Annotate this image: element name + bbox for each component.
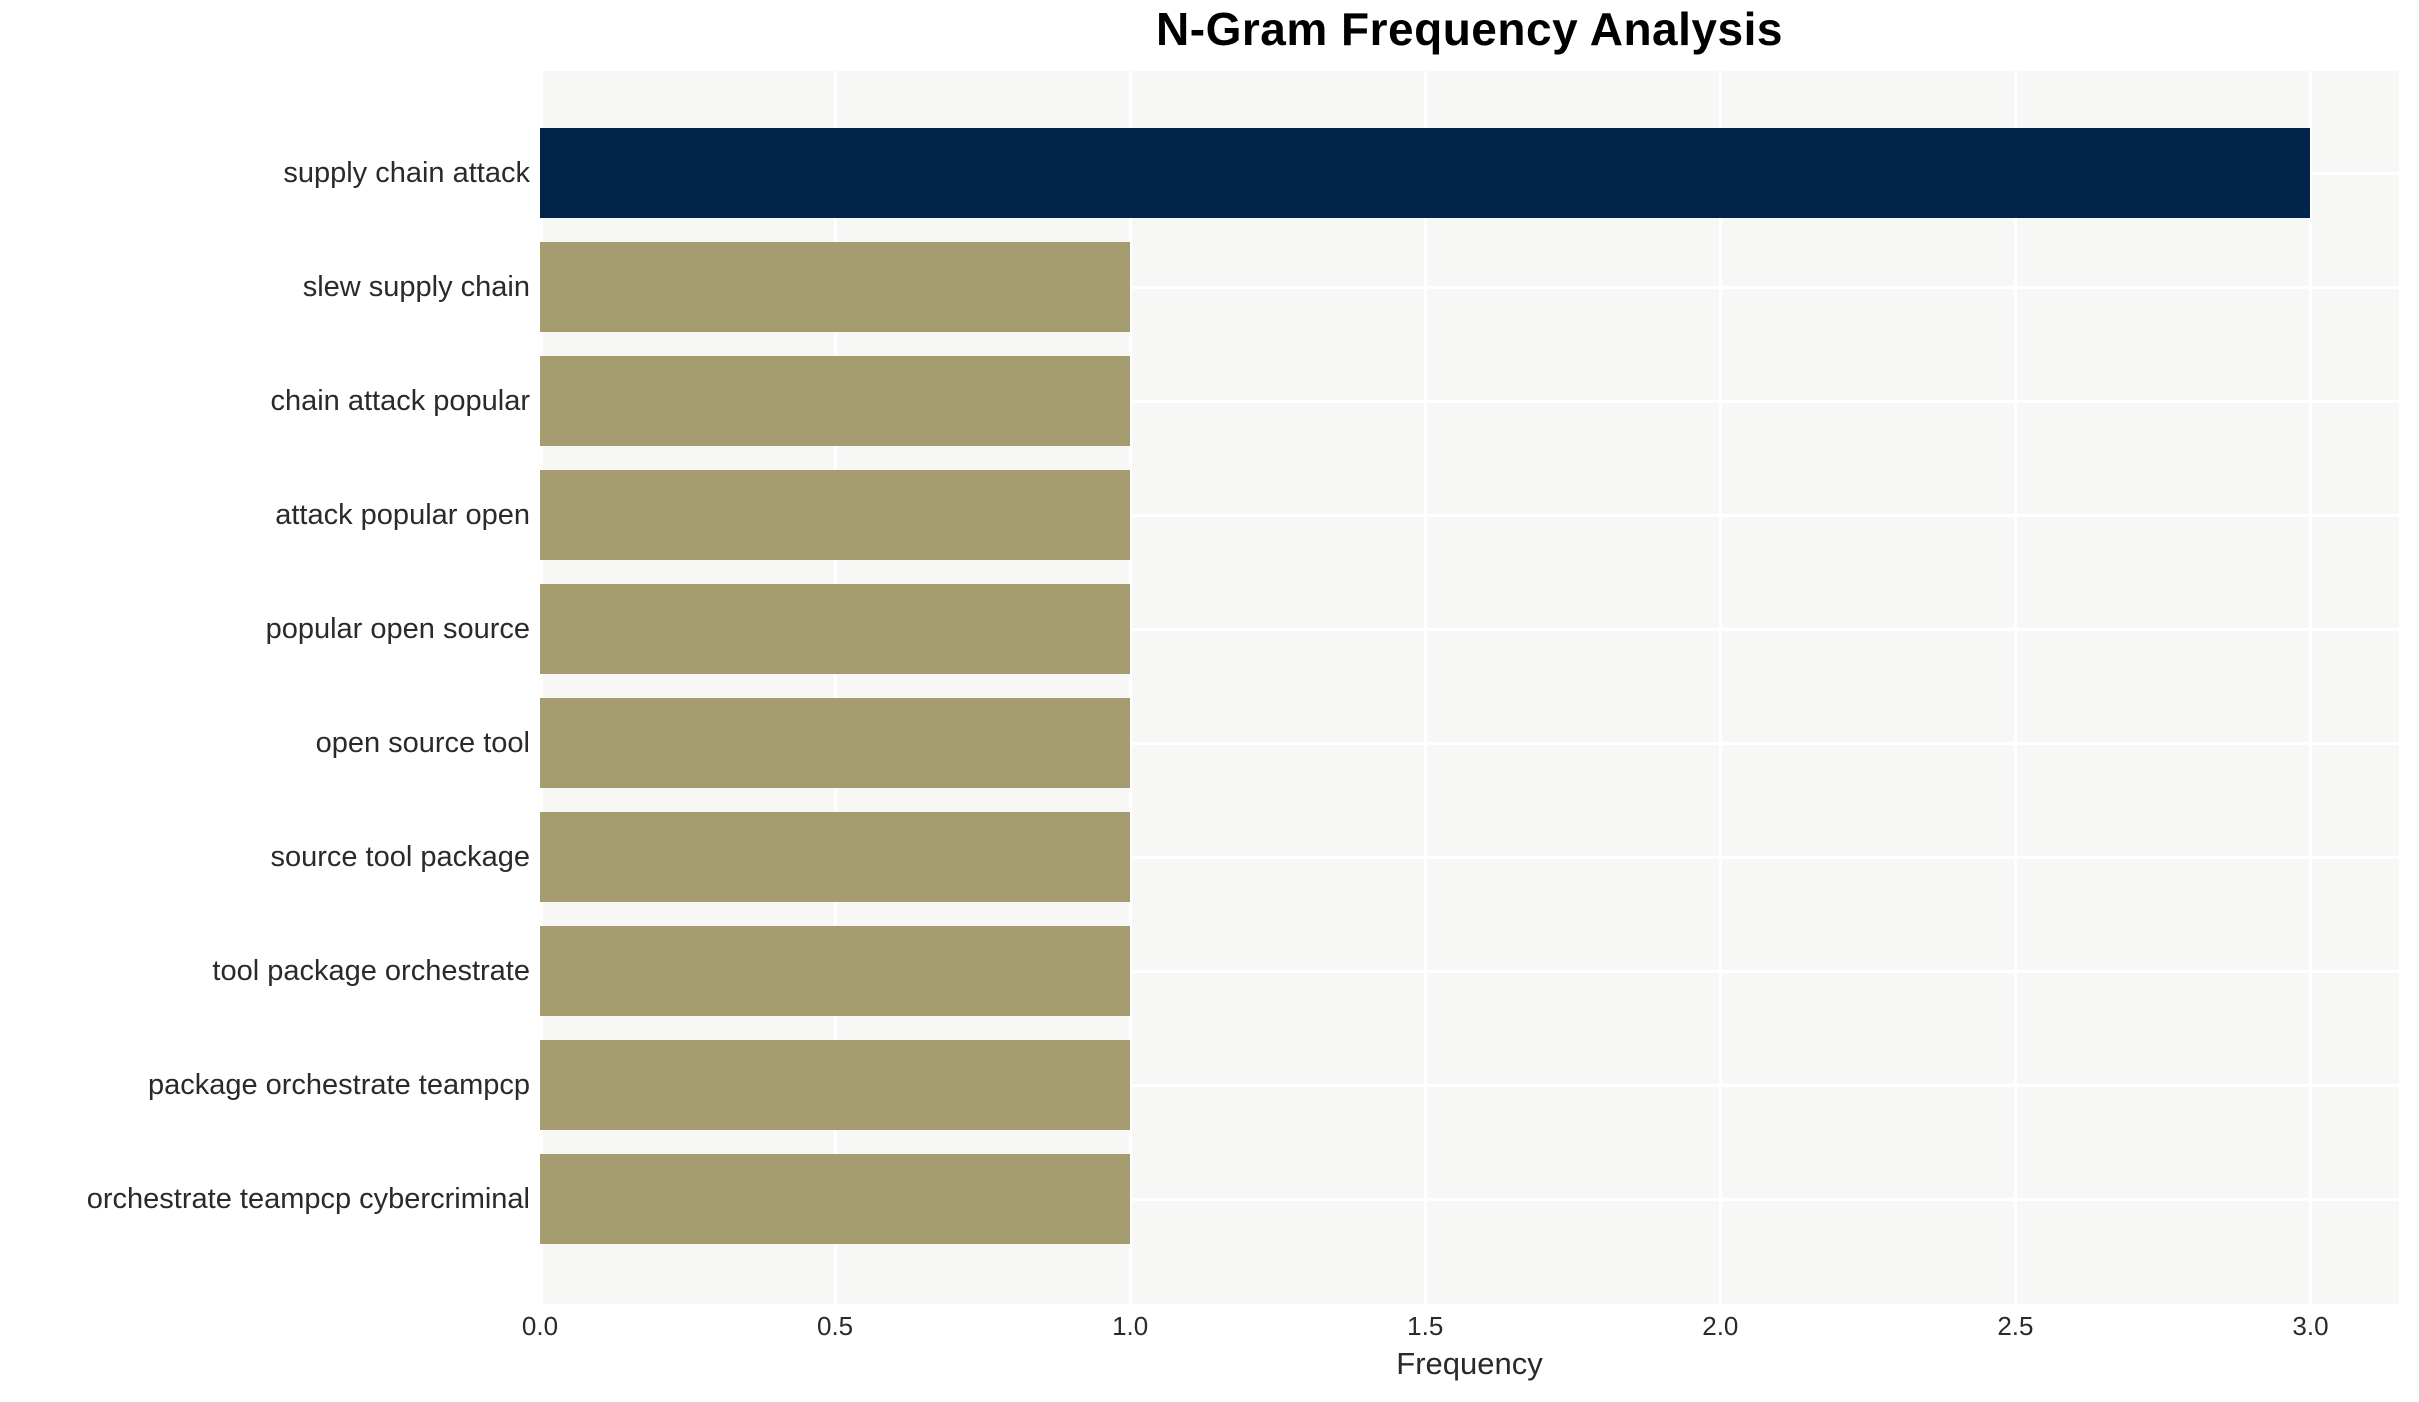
x-tick-label: 0.5 [817, 1311, 854, 1341]
y-tick-label: attack popular open [275, 499, 530, 531]
y-tick-label: slew supply chain [302, 271, 530, 303]
horizontal-gridline [540, 741, 2399, 745]
plot-area [540, 71, 2399, 1304]
y-tick-label: open source tool [315, 727, 530, 759]
y-tick-label: supply chain attack [283, 157, 530, 189]
y-tick-label: tool package orchestrate [212, 955, 530, 987]
vertical-gridline [2013, 71, 2017, 1304]
bar-package-orchestrate-teampcp [540, 1040, 1131, 1130]
bar-supply-chain-attack [540, 128, 2311, 218]
vertical-gridline [2308, 71, 2312, 1304]
horizontal-gridline [540, 513, 2399, 517]
horizontal-gridline [540, 1083, 2399, 1087]
horizontal-gridline [540, 1197, 2399, 1201]
vertical-gridline [833, 71, 837, 1304]
vertical-gridline [1718, 71, 1722, 1304]
bar-open-source-tool [540, 698, 1131, 788]
bar-popular-open-source [540, 584, 1131, 674]
vertical-gridline [1423, 71, 1427, 1304]
horizontal-gridline [540, 285, 2399, 289]
bar-slew-supply-chain [540, 242, 1131, 332]
y-axis-labels: supply chain attack slew supply chain chai… [0, 0, 530, 1402]
x-tick-label: 1.5 [1407, 1311, 1444, 1341]
y-tick-label: popular open source [265, 613, 530, 645]
vertical-gridline [540, 71, 543, 1304]
x-axis-title: Frequency [1396, 1346, 1543, 1381]
chart-title: N-Gram Frequency Analysis [1156, 3, 1783, 55]
y-tick-label: orchestrate teampcp cybercriminal [86, 1183, 530, 1215]
horizontal-gridline [540, 855, 2399, 859]
horizontal-gridline [540, 969, 2399, 973]
bar-orchestrate-teampcp-cybercriminal [540, 1154, 1131, 1244]
y-tick-label: package orchestrate teampcp [147, 1069, 530, 1101]
bar-attack-popular-open [540, 470, 1131, 560]
horizontal-gridline [540, 399, 2399, 403]
x-tick-label: 2.0 [1702, 1311, 1739, 1341]
bar-source-tool-package [540, 812, 1131, 902]
x-tick-label: 3.0 [2292, 1311, 2329, 1341]
y-tick-label: source tool package [270, 841, 530, 873]
x-tick-label: 2.5 [1997, 1311, 2034, 1341]
bar-chain-attack-popular [540, 356, 1131, 446]
vertical-gridline [1128, 71, 1132, 1304]
x-tick-label: 1.0 [1112, 1311, 1149, 1341]
horizontal-gridline [540, 627, 2399, 631]
x-tick-label: 0.0 [521, 1311, 559, 1341]
y-tick-label: chain attack popular [270, 385, 530, 417]
bar-tool-package-orchestrate [540, 926, 1131, 1016]
